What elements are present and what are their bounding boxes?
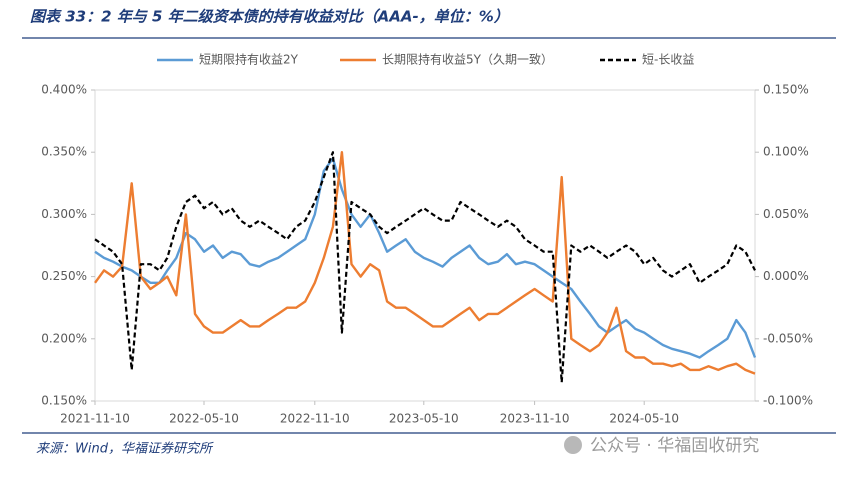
watermark-icon — [564, 436, 582, 454]
x-tick-label: 2022-05-10 — [169, 412, 239, 426]
y2-tick-label: 0.150% — [763, 83, 809, 97]
y2-tick-label: 0.100% — [763, 145, 809, 159]
watermark: 公众号 · 华福固收研究 — [590, 436, 759, 456]
x-tick-label: 2024-05-10 — [609, 412, 679, 426]
source: 来源：Wind，华福证券研究所 — [36, 441, 214, 457]
x-tick-label: 2022-11-10 — [280, 412, 350, 426]
y2-tick-label: 0.050% — [763, 207, 809, 221]
y-tick-label: 0.350% — [41, 145, 87, 159]
y2-tick-label: 0.000% — [763, 269, 809, 283]
y-tick-label: 0.150% — [41, 394, 87, 408]
x-tick-label: 2023-11-10 — [500, 412, 570, 426]
y-tick-label: 0.400% — [41, 83, 87, 97]
legend-label: 短-长收益 — [642, 53, 694, 67]
series-line — [94, 157, 757, 359]
series-line — [94, 151, 756, 375]
y-tick-label: 0.200% — [41, 331, 87, 345]
y-tick-label: 0.250% — [41, 269, 87, 283]
plot-frame — [94, 89, 756, 402]
series-line — [94, 151, 756, 384]
x-tick-label: 2021-11-10 — [60, 412, 130, 426]
chart-title: 图表 33：2 年与 5 年二级资本债的持有收益对比（AAA-，单位：%） — [30, 8, 509, 26]
x-tick-label: 2023-05-10 — [389, 412, 459, 426]
y2-tick-label: -0.100% — [763, 394, 813, 408]
y-tick-label: 0.300% — [41, 207, 87, 221]
legend-label: 长期限持有收益5Y（久期一致） — [382, 52, 553, 67]
y2-tick-label: -0.050% — [763, 331, 813, 345]
legend-label: 短期限持有收益2Y — [199, 52, 299, 67]
